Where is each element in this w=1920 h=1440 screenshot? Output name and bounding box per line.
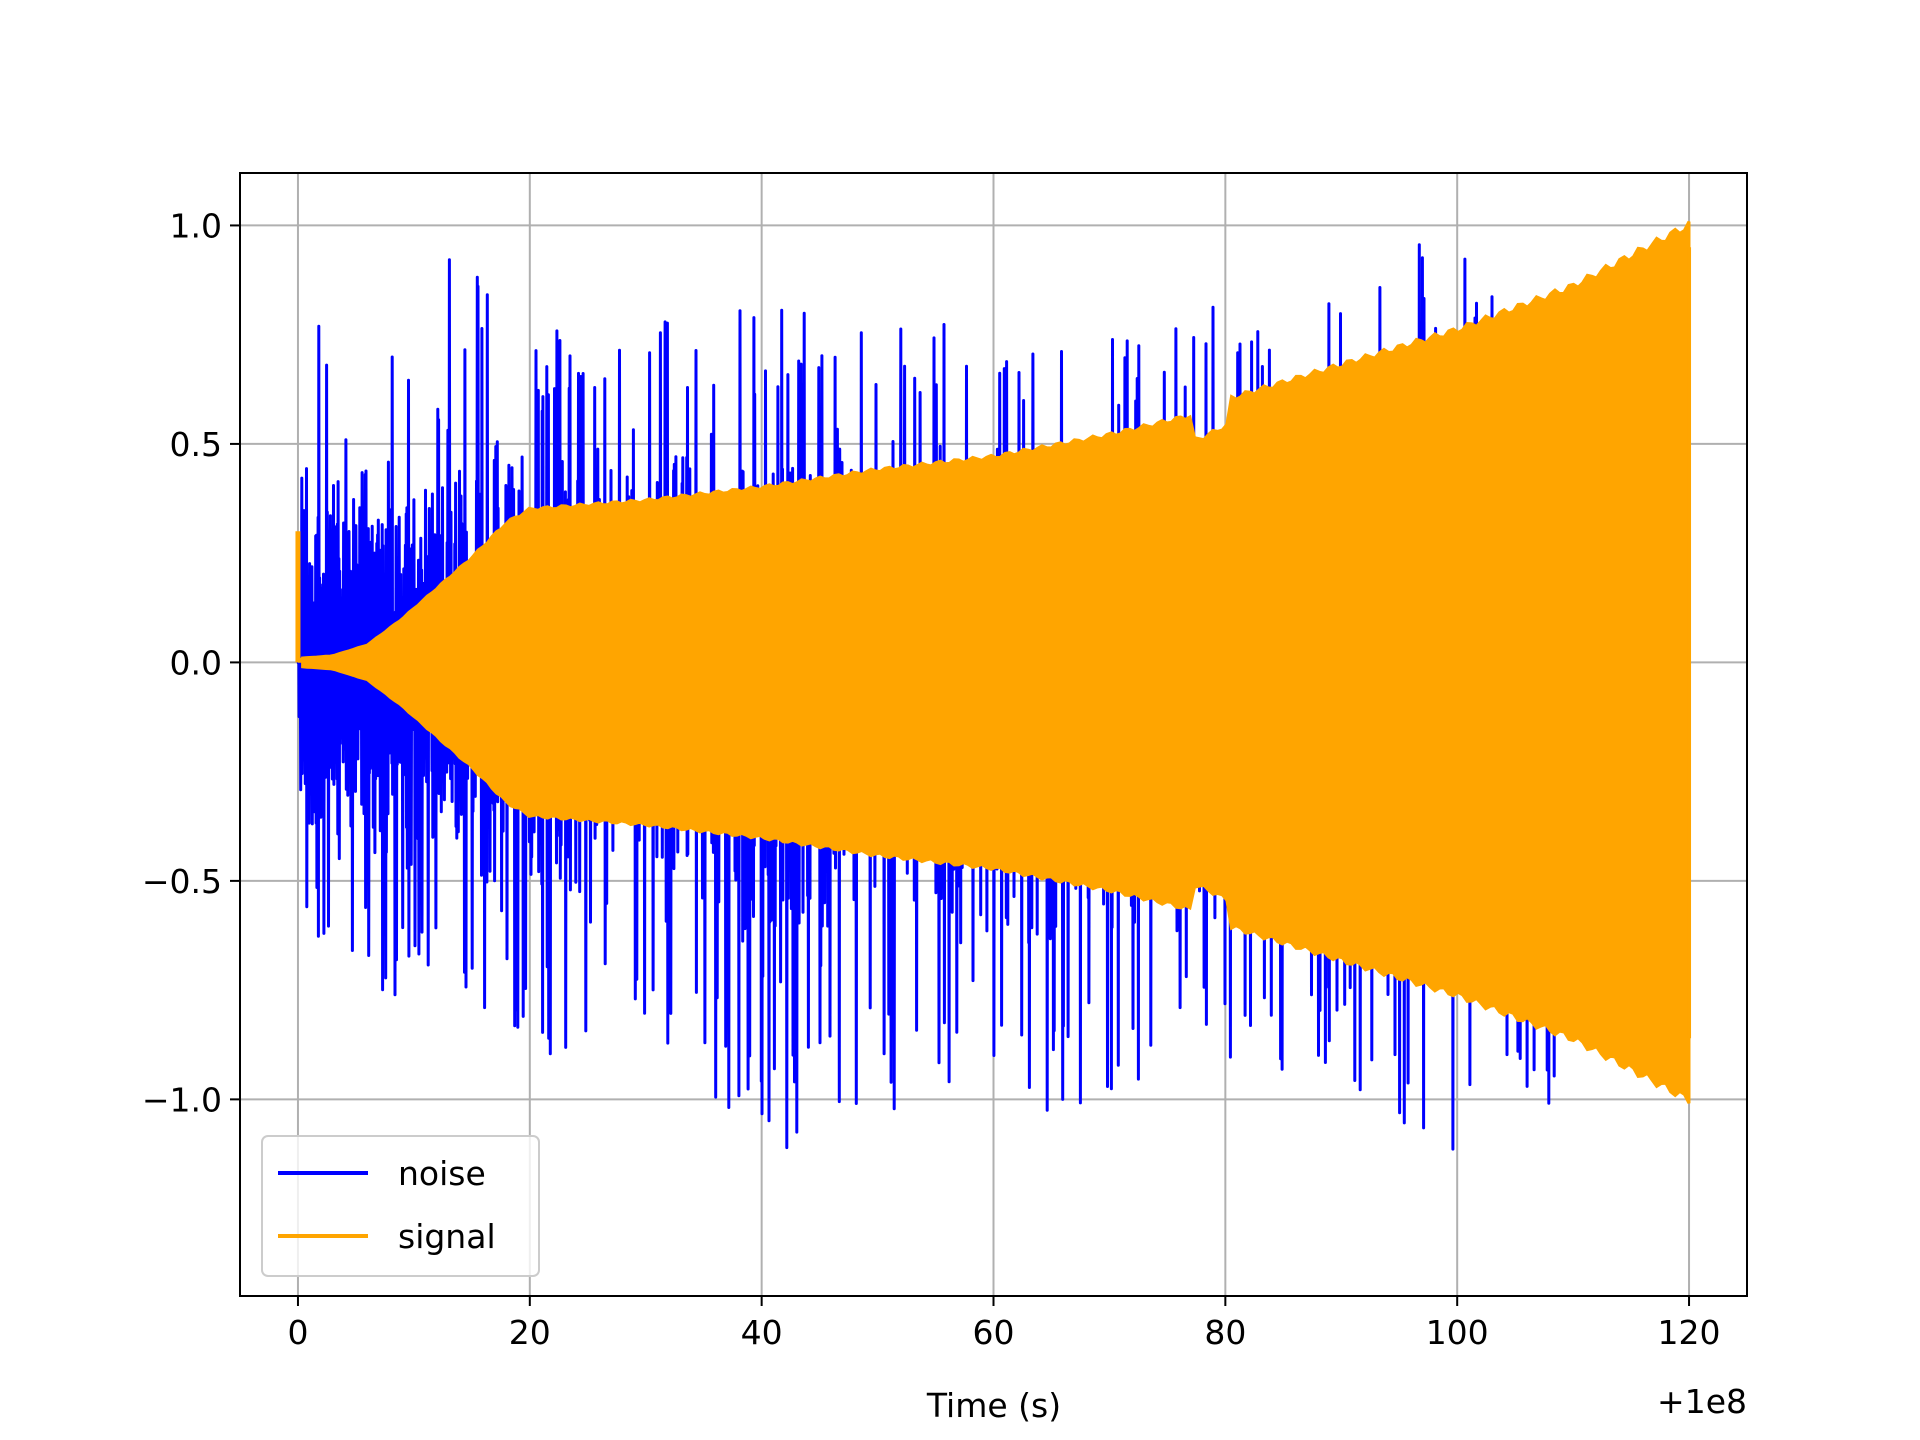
- y-tick-label: 1.0: [170, 206, 222, 245]
- legend: noise signal: [261, 1135, 540, 1277]
- x-tick-label: 80: [1204, 1313, 1246, 1352]
- y-tick-label: −1.0: [142, 1080, 222, 1119]
- y-tick-label: −0.5: [142, 862, 222, 901]
- x-axis-label: Time (s): [926, 1386, 1061, 1425]
- y-tick-label: 0.0: [170, 643, 222, 682]
- axis-ticks: 0 20 40 60 80 100 120 −1.0 −0.5 0.0 0.5 1.0: [142, 206, 1721, 1352]
- signal-band: [301, 220, 1691, 1104]
- x-tick-label: 20: [509, 1313, 551, 1352]
- x-axis-offset-label: +1e8: [1657, 1382, 1747, 1421]
- legend-label-noise: noise: [398, 1154, 486, 1193]
- x-tick-label: 60: [973, 1313, 1015, 1352]
- y-tick-label: 0.5: [170, 425, 222, 464]
- x-tick-label: 0: [287, 1313, 308, 1352]
- series-signal: [295, 220, 1692, 1104]
- x-tick-label: 120: [1658, 1313, 1721, 1352]
- x-tick-label: 40: [741, 1313, 783, 1352]
- legend-label-signal: signal: [398, 1217, 496, 1256]
- x-tick-label: 100: [1426, 1313, 1489, 1352]
